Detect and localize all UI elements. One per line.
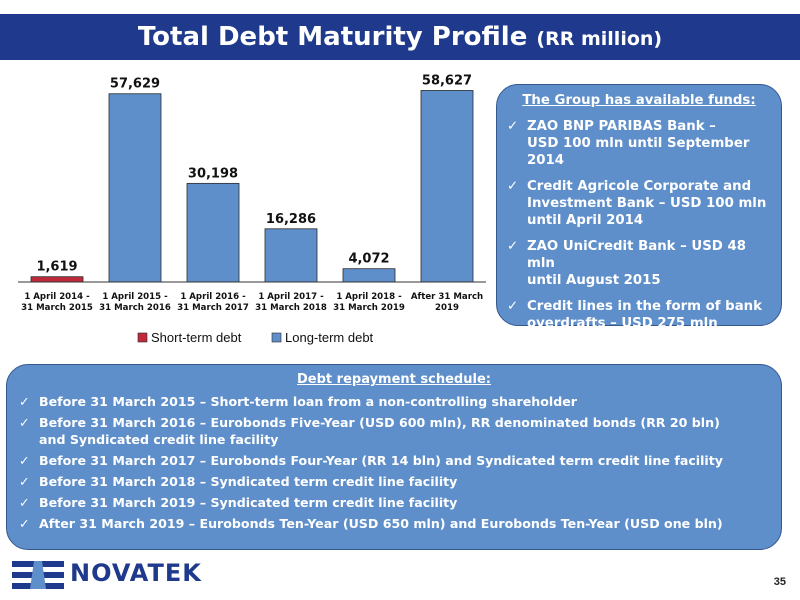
schedule-text: Before 31 March 2015 – Short-term loan f…: [39, 393, 577, 410]
x-tick-label: 1 April 2018 -: [336, 292, 402, 302]
legend-label: Short-term debt: [151, 330, 242, 345]
title-main: Total Debt Maturity Profile: [137, 22, 528, 52]
funds-line: Investment Bank – USD 100 mln: [527, 196, 767, 211]
schedule-line: Before 31 March 2016 – Eurobonds Five-Ye…: [39, 415, 720, 430]
schedule-item: ✓ Before 31 March 2017 – Eurobonds Four-Y…: [19, 452, 769, 469]
checkmark-icon: ✓: [19, 516, 30, 531]
data-label: 30,198: [188, 166, 238, 181]
funds-line: Credit lines in the form of bank: [527, 299, 762, 314]
schedule-line: Before 31 March 2017 – Eurobonds Four-Ye…: [39, 453, 723, 468]
x-tick-label: 31 March 2015: [21, 303, 93, 313]
schedule-text: Before 31 March 2016 – Eurobonds Five-Ye…: [39, 414, 720, 448]
x-tick-label: 1 April 2016 -: [180, 292, 246, 302]
funds-line: ZAO BNP PARIBAS Bank –: [527, 119, 716, 134]
funds-text: Credit lines in the form of bank overdraf…: [527, 298, 762, 332]
bar: [342, 268, 396, 283]
schedule-text: Before 31 March 2017 – Eurobonds Four-Ye…: [39, 452, 723, 469]
funds-item: ✓ ZAO UniCredit Bank – USD 48 mln until Au…: [507, 238, 771, 289]
x-tick-label: 2019: [435, 303, 459, 313]
bar: [108, 93, 162, 283]
schedule-text: Before 31 March 2019 – Syndicated term c…: [39, 494, 457, 511]
data-label: 4,072: [348, 252, 389, 267]
funds-line: overdrafts – USD 275 mln: [527, 316, 718, 331]
schedule-list: ✓ Before 31 March 2015 – Short-term loan …: [19, 393, 769, 532]
data-label: 16,286: [266, 212, 316, 227]
funds-item: ✓ Credit Agricole Corporate and Investment…: [507, 178, 771, 229]
schedule-line: Before 31 March 2018 – Syndicated term c…: [39, 474, 458, 489]
logo-text: NOVATEK: [70, 559, 202, 587]
funds-line: USD 100 mln until September 2014: [527, 136, 750, 168]
schedule-item: ✓ Before 31 March 2019 – Syndicated term …: [19, 494, 769, 511]
x-tick-label: 1 April 2017 -: [258, 292, 324, 302]
funds-heading: The Group has available funds:: [522, 93, 756, 108]
available-funds-panel: The Group has available funds: ✓ ZAO BNP …: [496, 84, 782, 331]
schedule-line: and Syndicated credit line facility: [39, 432, 279, 447]
funds-text: ZAO BNP PARIBAS Bank – USD 100 mln until …: [527, 118, 771, 169]
checkmark-icon: ✓: [19, 453, 30, 468]
funds-list: ✓ ZAO BNP PARIBAS Bank – USD 100 mln until…: [507, 118, 771, 332]
schedule-item: ✓ Before 31 March 2018 – Syndicated term …: [19, 473, 769, 490]
repayment-schedule-panel: Debt repayment schedule: ✓ Before 31 Marc…: [6, 364, 782, 550]
schedule-item: ✓ Before 31 March 2015 – Short-term loan …: [19, 393, 769, 410]
schedule-item: ✓ After 31 March 2019 – Eurobonds Ten-Yea…: [19, 515, 769, 532]
debt-maturity-chart: 1,619 1 April 2014 -31 March 2015 57,629 1 …: [18, 73, 486, 345]
checkmark-icon: ✓: [19, 415, 30, 430]
checkmark-icon: ✓: [507, 299, 519, 314]
funds-line: until August 2015: [527, 273, 661, 288]
novatek-logo-icon: [12, 561, 64, 589]
legend-swatch: [137, 332, 148, 343]
data-label: 57,629: [110, 77, 160, 92]
bar: [30, 276, 84, 283]
x-tick-label: After 31 March: [411, 292, 483, 302]
x-tick-label: 31 March 2018: [255, 303, 327, 313]
x-tick-label: 1 April 2014 -: [24, 292, 90, 302]
checkmark-icon: ✓: [19, 495, 30, 510]
schedule-line: Before 31 March 2015 – Short-term loan f…: [39, 394, 577, 409]
bar: [186, 182, 240, 283]
funds-text: ZAO UniCredit Bank – USD 48 mln until Aug…: [527, 238, 771, 289]
novatek-logo: NOVATEK: [12, 556, 202, 594]
schedule-item: ✓ Before 31 March 2016 – Eurobonds Five-Y…: [19, 414, 769, 448]
page-number: 35: [773, 576, 786, 588]
title-unit: (RR million): [536, 28, 663, 50]
x-tick-label: 31 March 2017: [177, 303, 249, 313]
legend-swatch: [271, 332, 282, 343]
funds-text: Credit Agricole Corporate and Investment …: [527, 178, 766, 229]
funds-line: until April 2014: [527, 213, 644, 228]
bar: [420, 90, 474, 283]
schedule-line: Before 31 March 2019 – Syndicated term c…: [39, 495, 458, 510]
x-tick-label: 31 March 2016: [99, 303, 171, 313]
bar: [264, 228, 318, 283]
data-label: 1,619: [36, 260, 77, 275]
schedule-text: Before 31 March 2018 – Syndicated term c…: [39, 473, 457, 490]
funds-line: ZAO UniCredit Bank – USD 48 mln: [527, 239, 746, 271]
data-label: 58,627: [422, 73, 472, 88]
checkmark-icon: ✓: [19, 474, 30, 489]
checkmark-icon: ✓: [507, 179, 519, 194]
checkmark-icon: ✓: [507, 119, 519, 134]
title-bar: Total Debt Maturity Profile (RR million): [0, 14, 800, 60]
page-title: Total Debt Maturity Profile (RR million): [0, 14, 800, 60]
x-tick-label: 31 March 2019: [333, 303, 405, 313]
funds-item: ✓ Credit lines in the form of bank overdra…: [507, 298, 771, 332]
funds-item: ✓ ZAO BNP PARIBAS Bank – USD 100 mln until…: [507, 118, 771, 169]
x-tick-label: 1 April 2015 -: [102, 292, 168, 302]
legend-label: Long-term debt: [285, 330, 374, 345]
schedule-text: After 31 March 2019 – Eurobonds Ten-Year…: [39, 515, 723, 532]
schedule-line: After 31 March 2019 – Eurobonds Ten-Year…: [39, 516, 723, 531]
funds-line: Credit Agricole Corporate and: [527, 179, 752, 194]
checkmark-icon: ✓: [507, 239, 519, 254]
checkmark-icon: ✓: [19, 394, 30, 409]
schedule-heading: Debt repayment schedule:: [297, 372, 491, 387]
